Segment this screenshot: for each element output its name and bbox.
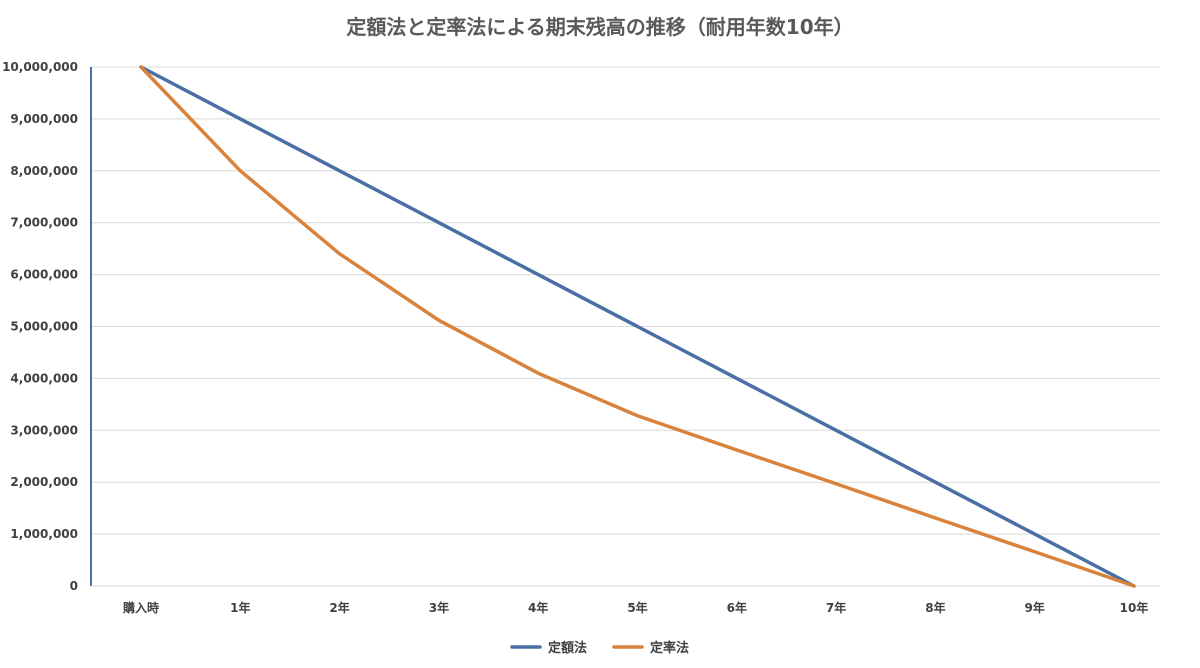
legend-label-1: 定額法 [547, 640, 587, 656]
y-tick-label: 5,000,000 [10, 320, 78, 334]
y-tick-label: 1,000,000 [10, 527, 78, 541]
x-tick-label: 7年 [826, 600, 846, 615]
series-line-2 [139, 65, 1136, 588]
legend-label-2: 定率法 [649, 640, 689, 656]
series-lines [139, 65, 1136, 588]
y-tick-label: 10,000,000 [2, 60, 78, 74]
legend: 定額法 定率法 [510, 640, 689, 656]
x-tick-label: 10年 [1120, 600, 1149, 615]
y-tick-label: 8,000,000 [10, 164, 78, 178]
y-tick-label: 0 [70, 579, 78, 593]
x-tick-label: 4年 [528, 600, 548, 615]
x-tick-label: 8年 [925, 600, 945, 615]
y-tick-label: 3,000,000 [10, 423, 78, 437]
y-tick-label: 4,000,000 [10, 371, 78, 385]
series-line-1 [139, 65, 1136, 588]
x-tick-label: 6年 [727, 600, 747, 615]
y-tick-label: 2,000,000 [10, 475, 78, 489]
y-tick-label: 9,000,000 [10, 112, 78, 126]
x-axis: 購入時 1年 2年 3年 4年 5年 6年 7年 8年 9年 10年 [91, 585, 1160, 615]
gridlines [91, 66, 1160, 535]
x-tick-label: 3年 [429, 600, 449, 615]
y-tick-label: 6,000,000 [10, 268, 78, 282]
y-tick-label: 7,000,000 [10, 216, 78, 230]
x-tick-label: 購入時 [122, 600, 159, 615]
chart-title: 定額法と定率法による期末残高の推移（耐用年数10年） [346, 15, 853, 39]
x-tick-label: 1年 [230, 600, 250, 615]
x-tick-label: 9年 [1025, 600, 1045, 615]
x-tick-label: 2年 [329, 600, 349, 615]
y-axis: 0 1,000,000 2,000,000 3,000,000 4,000,000 5,0… [2, 60, 92, 593]
x-tick-label: 5年 [627, 600, 647, 615]
